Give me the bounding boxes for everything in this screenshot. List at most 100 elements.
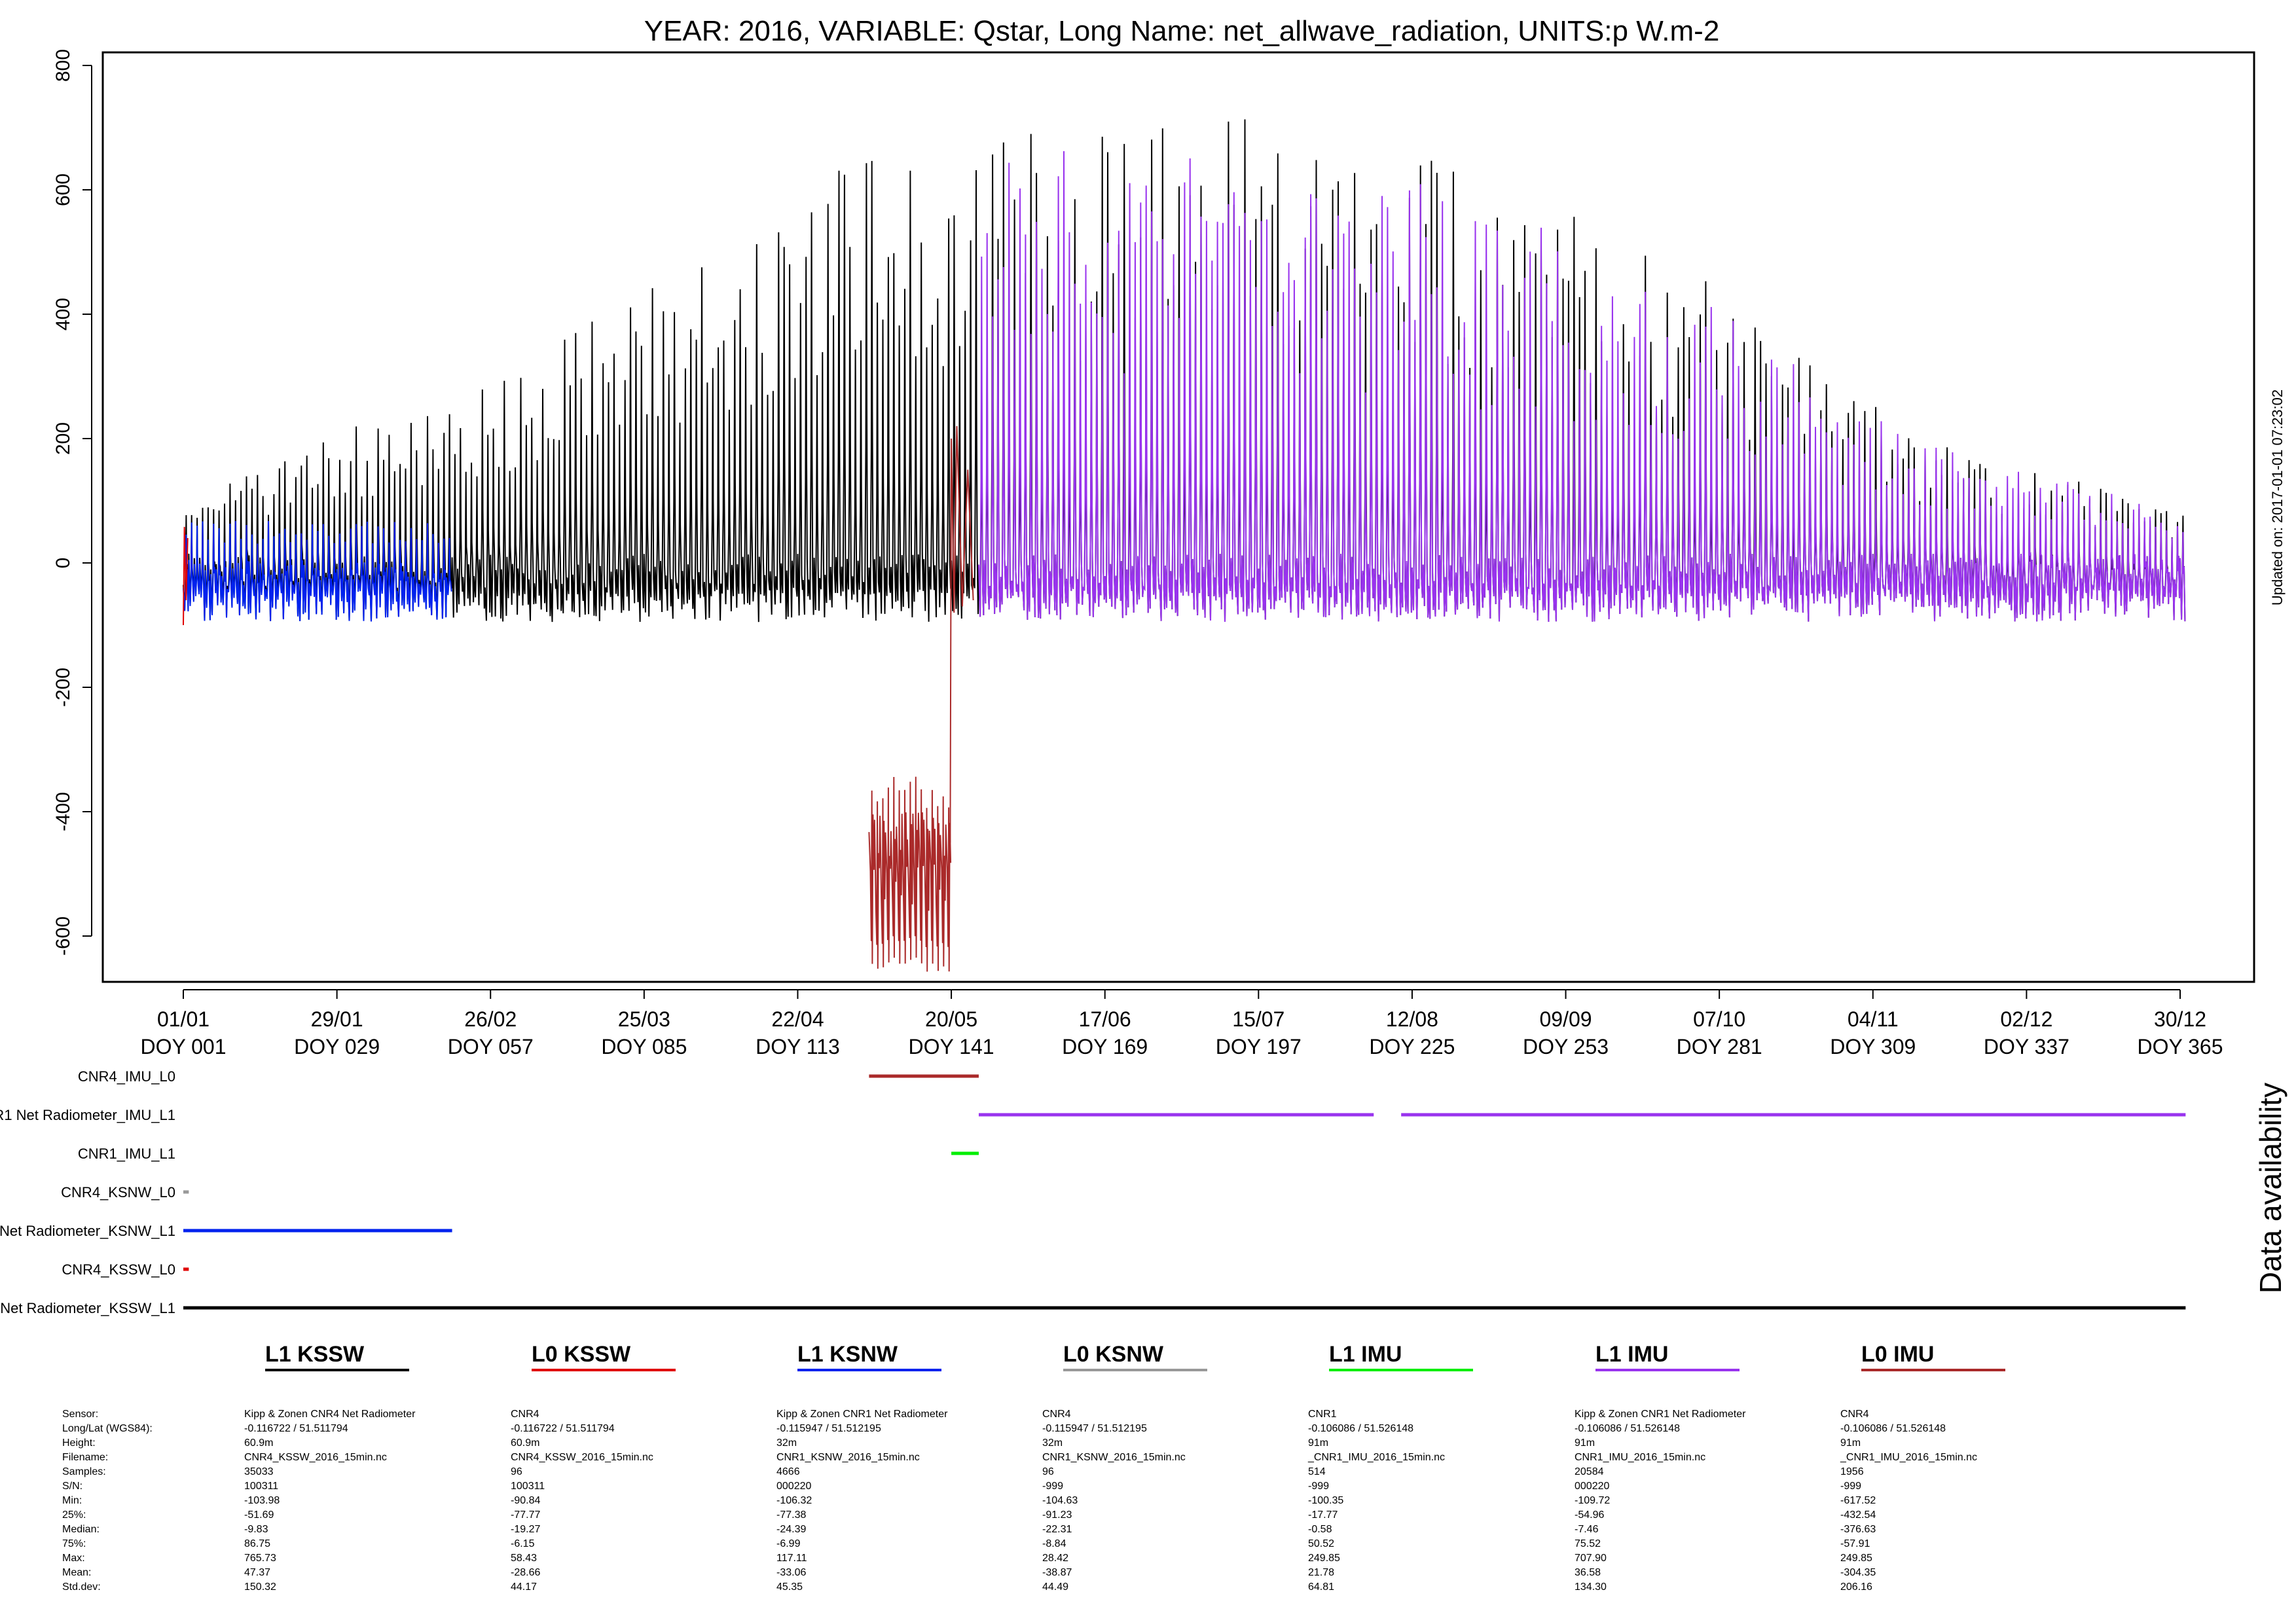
stats-value: 000220 xyxy=(1575,1481,1610,1492)
plot-frame xyxy=(101,51,2255,983)
stats-value: 58.43 xyxy=(511,1553,538,1564)
legend-item-label: L1 KSSW xyxy=(265,1342,365,1367)
stats-value: -0.106086 / 51.526148 xyxy=(1840,1423,1946,1434)
stats-value: 91m xyxy=(1308,1437,1329,1449)
stats-value: 45.35 xyxy=(776,1581,803,1593)
legend-item: L1 KSNW xyxy=(797,1342,941,1371)
y-tick-label: -600 xyxy=(52,916,74,956)
legend-item-label: L0 KSSW xyxy=(532,1342,631,1367)
stats-value: CNR4_KSSW_2016_15min.nc xyxy=(511,1452,653,1463)
stats-label: Samples: xyxy=(62,1466,106,1477)
legend-item-label: L1 IMU xyxy=(1595,1342,1669,1367)
stats-value: 47.37 xyxy=(244,1567,271,1578)
stats-value: -999 xyxy=(1308,1481,1330,1492)
stats-value: -432.54 xyxy=(1840,1509,1876,1521)
stats-value: -0.116722 / 51.511794 xyxy=(511,1423,615,1434)
stats-value: -90.84 xyxy=(511,1495,541,1506)
y-tick-label: 600 xyxy=(52,173,74,206)
x-tick-date: 25/03 xyxy=(618,1007,670,1031)
stats-value: -0.106086 / 51.526148 xyxy=(1575,1423,1681,1434)
stats-label: Median: xyxy=(62,1524,100,1535)
stats-labels: Sensor: Long/Lat (WGS84): Height: Filename:… xyxy=(62,1407,153,1595)
legend-item-label: L1 KSNW xyxy=(797,1342,898,1367)
x-tick-doy: DOY 225 xyxy=(1369,1035,1455,1058)
stats-value: 60.9m xyxy=(244,1437,274,1449)
series-line-l0-kssw xyxy=(183,526,189,626)
stats-column: Kipp & Zonen CNR4 Net Radiometer -0.11672… xyxy=(244,1407,415,1595)
y-tick-label: -200 xyxy=(52,668,74,707)
stats-value: CNR4 xyxy=(1840,1409,1869,1420)
legend-item-swatch xyxy=(1861,1369,2005,1371)
legend-item-label: L0 KSNW xyxy=(1063,1342,1163,1367)
legend-item-label: L1 IMU xyxy=(1329,1342,1402,1367)
stats-value: 100311 xyxy=(244,1481,279,1492)
x-tick-doy: DOY 197 xyxy=(1216,1035,1302,1058)
stats-value: Kipp & Zonen CNR4 Net Radiometer xyxy=(244,1409,416,1420)
stats-value: -106.32 xyxy=(776,1495,812,1506)
stats-value: -77.77 xyxy=(511,1509,541,1521)
stats-label: Mean: xyxy=(62,1567,92,1578)
stats-value: CNR1_KSNW_2016_15min.nc xyxy=(1042,1452,1186,1463)
stats-value: -9.83 xyxy=(244,1524,268,1535)
stats-value: 000220 xyxy=(776,1481,812,1492)
stats-value: -0.115947 / 51.512195 xyxy=(1042,1423,1147,1434)
x-tick-date: 29/01 xyxy=(311,1007,363,1031)
x-tick-date: 07/10 xyxy=(1693,1007,1745,1031)
stats-value: 86.75 xyxy=(244,1538,271,1549)
stats-value: 4666 xyxy=(776,1466,800,1477)
stats-value: CNR4 xyxy=(1042,1409,1071,1420)
series-layer xyxy=(183,119,2186,972)
availability-row-label: CNR4_IMU_L0 xyxy=(78,1068,175,1085)
stats-value: Kipp & Zonen CNR1 Net Radiometer xyxy=(1575,1409,1746,1420)
stats-value: _CNR1_IMU_2016_15min.nc xyxy=(1308,1452,1445,1463)
x-tick-date: 26/02 xyxy=(464,1007,517,1031)
series-line-l1-ksnw xyxy=(183,520,452,622)
stats-value: -91.23 xyxy=(1042,1509,1072,1521)
legend-item-swatch xyxy=(797,1369,941,1371)
availability-row-label: Kipp & Zonen CNR4 Net Radiometer_KSSW_L1 xyxy=(0,1300,175,1316)
x-tick-doy: DOY 169 xyxy=(1062,1035,1148,1058)
chart-title: YEAR: 2016, VARIABLE: Qstar, Long Name: … xyxy=(644,15,1720,47)
x-tick-doy: DOY 281 xyxy=(1677,1035,1762,1058)
stats-label: Std.dev: xyxy=(62,1581,101,1593)
stats-column: Kipp & Zonen CNR1 Net Radiometer -0.11594… xyxy=(776,1407,947,1595)
legend-item: L1 IMU xyxy=(1595,1342,1740,1371)
stats-value: 249.85 xyxy=(1840,1553,1872,1564)
stats-value: -0.58 xyxy=(1308,1524,1332,1535)
stats-value: -8.84 xyxy=(1042,1538,1066,1549)
availability-row-label: Kipp & Zonen CNR1 Net Radiometer_KSNW_L1 xyxy=(0,1223,175,1239)
stats-value: 50.52 xyxy=(1308,1538,1335,1549)
series-line-l1-imu-purple xyxy=(978,151,2186,623)
stats-label: 25%: xyxy=(62,1509,86,1521)
stats-label: Sensor: xyxy=(62,1409,99,1420)
stats-value: 249.85 xyxy=(1308,1553,1340,1564)
stats-value: 206.16 xyxy=(1840,1581,1872,1593)
stats-value: CNR4_KSSW_2016_15min.nc xyxy=(244,1452,387,1463)
stats-value: 64.81 xyxy=(1308,1581,1335,1593)
stats-value: -17.77 xyxy=(1308,1509,1338,1521)
stats-value: _CNR1_IMU_2016_15min.nc xyxy=(1840,1452,1977,1463)
stats-value: CNR1_KSNW_2016_15min.nc xyxy=(776,1452,920,1463)
stats-value: -6.15 xyxy=(511,1538,535,1549)
stats-value: -376.63 xyxy=(1840,1524,1876,1535)
updated-timestamp: Updated on: 2017-01-01 07:23:02 xyxy=(2269,389,2286,605)
stats-value: 707.90 xyxy=(1575,1553,1607,1564)
stats-value: 20584 xyxy=(1575,1466,1604,1477)
x-tick-date: 17/06 xyxy=(1079,1007,1131,1031)
x-tick-date: 02/12 xyxy=(2000,1007,2052,1031)
availability-row-label: Kipp & Zonen CNR1 Net Radiometer_IMU_L1 xyxy=(0,1107,175,1123)
stats-label: S/N: xyxy=(62,1481,83,1492)
legend-item-swatch xyxy=(1595,1369,1740,1371)
stats-value: 44.49 xyxy=(1042,1581,1069,1593)
legend-item: L0 KSNW xyxy=(1063,1342,1207,1371)
legend-item: L1 IMU xyxy=(1329,1342,1473,1371)
y-tick-label: 0 xyxy=(52,558,74,569)
x-axis: 01/01 DOY 001 29/01 DOY 029 26/02 DOY 057 25/0… xyxy=(140,989,2223,1058)
stats-value: 150.32 xyxy=(244,1581,276,1593)
stats-value: 36.58 xyxy=(1575,1567,1601,1578)
x-tick-doy: DOY 057 xyxy=(448,1035,534,1058)
availability-axis-label: Data availability xyxy=(2253,1083,2287,1293)
x-tick-date: 20/05 xyxy=(925,1007,977,1031)
stats-value: 117.11 xyxy=(776,1553,807,1564)
